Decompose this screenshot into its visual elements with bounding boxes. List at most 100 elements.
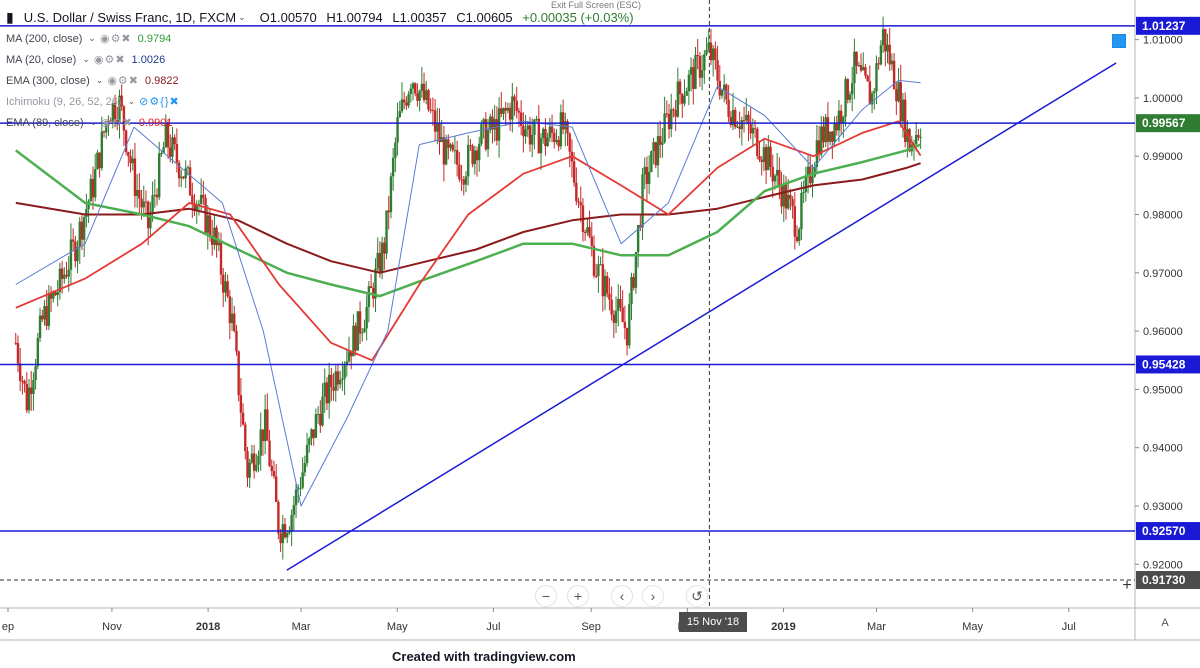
candle-body <box>722 84 726 91</box>
candle-body <box>786 194 790 209</box>
candle-body <box>575 182 578 202</box>
indicator-label: EMA (300, close) <box>6 74 90 87</box>
candle-body <box>873 91 876 94</box>
zoom-in-button[interactable]: + <box>567 585 589 607</box>
candle-body <box>583 232 587 234</box>
collapse-legend-icon[interactable]: ▮ <box>6 8 14 25</box>
alert-icon[interactable] <box>1112 34 1126 48</box>
candle-body <box>530 134 534 145</box>
symbol-title[interactable]: U.S. Dollar / Swiss Franc, 1D, FXCM <box>23 9 237 25</box>
indicator-label: MA (20, close) <box>6 53 77 66</box>
candle-body <box>504 107 507 111</box>
candle-body <box>548 126 552 138</box>
candle-body <box>272 471 276 477</box>
candle-body <box>224 281 227 293</box>
indicator-controls-icon[interactable]: ⊘⚙{}✖ <box>139 96 180 108</box>
scroll-right-button[interactable]: › <box>642 585 664 607</box>
ema89-line <box>15 120 922 362</box>
candle-body <box>579 202 582 206</box>
candle-body <box>539 138 543 154</box>
candle-body <box>102 131 106 133</box>
candle-body <box>689 67 693 75</box>
candle-body <box>884 29 887 52</box>
chevron-down-icon[interactable]: ⌄ <box>95 75 104 85</box>
indicator-controls-icon[interactable]: ◉⚙✖ <box>101 117 133 129</box>
candle-body <box>835 122 838 131</box>
candle-body <box>862 67 865 71</box>
candle-body <box>526 125 529 130</box>
crosshair-date-tag: 15 Nov '18 <box>679 612 747 632</box>
candle-body <box>268 440 271 467</box>
indicator-ichimoku[interactable]: Ichimoku (9, 26, 52, 26) ⌄ ⊘⚙{}✖ <box>6 91 640 112</box>
candle-body <box>784 184 788 209</box>
candle-body <box>21 380 24 382</box>
candle-body <box>731 109 735 126</box>
chevron-down-icon[interactable]: ⌄ <box>238 11 246 22</box>
candle-body <box>769 146 772 167</box>
y-tick-label: 0.98000 <box>1143 210 1183 222</box>
candle-body <box>314 414 318 438</box>
candle-body <box>875 63 878 92</box>
candle-body <box>197 203 201 205</box>
scroll-left-button[interactable]: ‹ <box>611 585 633 607</box>
reset-chart-button[interactable]: ↺ <box>686 585 708 607</box>
candle-body <box>639 225 642 228</box>
candle-body <box>60 268 64 279</box>
candle-body <box>323 382 326 397</box>
candle-body <box>484 119 488 150</box>
candle-body <box>239 395 243 413</box>
candle-body <box>23 380 26 384</box>
candle-body <box>52 292 55 299</box>
candle-body <box>480 124 483 144</box>
candle-body <box>473 150 477 165</box>
candle-body <box>451 144 454 151</box>
indicator-controls-icon[interactable]: ◉⚙✖ <box>107 75 139 87</box>
candle-body <box>535 118 538 120</box>
candle-body <box>164 123 168 148</box>
indicator-ema300[interactable]: EMA (300, close) ⌄ ◉⚙✖ 0.9822 <box>6 70 640 91</box>
chart-legend: ▮ U.S. Dollar / Swiss Franc, 1D, FXCM ⌄ … <box>6 6 640 133</box>
candle-body <box>550 126 554 133</box>
candle-body <box>87 201 90 210</box>
candle-body <box>405 102 408 106</box>
chevron-down-icon[interactable]: ⌄ <box>89 117 98 127</box>
auto-scale-button[interactable]: A <box>1161 617 1169 629</box>
y-tick-label: 0.95000 <box>1143 384 1183 396</box>
indicator-value: 0.9822 <box>145 74 179 87</box>
zoom-out-button[interactable]: − <box>535 585 557 607</box>
crosshair-plus-icon[interactable]: + <box>1122 577 1132 594</box>
indicator-ma20[interactable]: MA (20, close) ⌄ ◉⚙✖ 1.0026 <box>6 49 640 70</box>
indicator-ema89[interactable]: EMA (89, close) ⌄ ◉⚙✖ 0.9901 <box>6 112 640 133</box>
candle-body <box>824 117 827 143</box>
candle-body <box>903 99 907 143</box>
price-tag-label: 1.01237 <box>1142 19 1186 33</box>
candle-body <box>208 215 212 236</box>
candle-body <box>16 343 20 364</box>
candle-body <box>237 351 240 396</box>
chevron-down-icon[interactable]: ⌄ <box>82 54 90 64</box>
candle-body <box>625 327 629 346</box>
candle-body <box>173 137 176 145</box>
candle-body <box>49 293 53 299</box>
candle-body <box>762 147 766 163</box>
candle-body <box>277 501 280 534</box>
chevron-down-icon[interactable]: ⌄ <box>127 96 136 106</box>
chevron-down-icon[interactable]: ⌄ <box>88 33 96 43</box>
candle-body <box>471 145 474 165</box>
indicator-value: 0.9794 <box>137 32 172 45</box>
candle-body <box>235 330 238 352</box>
candle-body <box>327 374 331 404</box>
candle-body <box>866 75 869 82</box>
candle-body <box>895 89 898 102</box>
candle-body <box>118 95 121 123</box>
indicator-controls-icon[interactable]: ◉⚙✖ <box>99 33 132 45</box>
candle-body <box>429 109 432 111</box>
indicator-ma200[interactable]: MA (200, close) ⌄ ◉⚙✖ 0.9794 <box>6 28 640 49</box>
candle-body <box>252 453 256 471</box>
price-tag-bg <box>1136 355 1200 374</box>
candle-body <box>466 145 470 177</box>
indicator-controls-icon[interactable]: ◉⚙✖ <box>93 54 126 66</box>
candle-body <box>652 142 655 152</box>
